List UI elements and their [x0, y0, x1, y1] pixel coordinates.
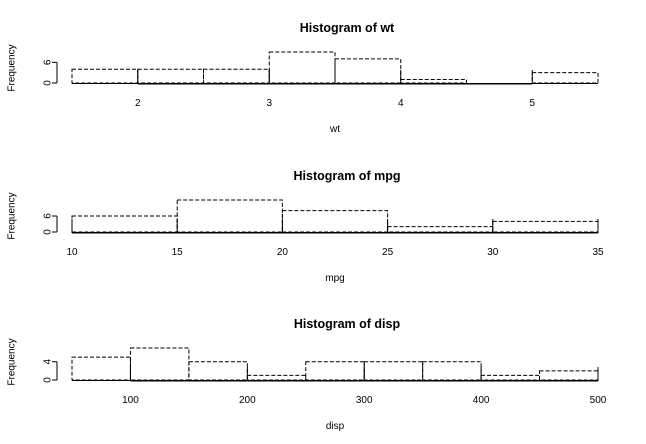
- x-tick-label: 35: [592, 247, 604, 258]
- histogram-bar: [539, 370, 599, 381]
- y-tick-label: 0: [43, 229, 54, 235]
- histogram-bar: [480, 374, 541, 381]
- y-tick-label: 0: [43, 377, 54, 383]
- histogram-bar: [281, 210, 389, 233]
- y-axis-label: Frequency: [7, 338, 18, 385]
- histogram-bar: [71, 356, 131, 381]
- y-tick-label: 4: [43, 358, 54, 364]
- x-tick-label: 10: [66, 247, 78, 258]
- histogram-bar: [387, 226, 494, 233]
- x-tick-label: 500: [590, 395, 607, 406]
- x-tick-label: 5: [529, 98, 535, 109]
- histogram-bar: [305, 361, 365, 381]
- histogram-panel-2: Histogram of mpg 10 15 20 25 30 35 0 6 mpg Frequen…: [7, 169, 604, 284]
- histogram-bar: [492, 220, 599, 233]
- histogram-bar: [71, 215, 178, 233]
- y-axis-label: Frequency: [7, 44, 18, 91]
- x-axis-label: mpg: [325, 273, 344, 284]
- x-tick-label: 200: [239, 395, 256, 406]
- x-tick-label: 30: [487, 247, 499, 258]
- chart-title: Histogram of wt: [300, 21, 395, 35]
- x-axis-label: wt: [329, 124, 340, 135]
- histogram-bar: [531, 72, 599, 84]
- x-tick-label: 3: [266, 98, 272, 109]
- x-tick-label: 400: [473, 395, 490, 406]
- y-tick-label: 6: [43, 59, 54, 65]
- histogram-bar: [400, 79, 467, 84]
- histogram-bar: [363, 361, 424, 381]
- histogram-panel-1: Histogram of wt 2 3 4 5 0 6 wt Frequency: [7, 21, 599, 135]
- histogram-bar: [137, 68, 204, 84]
- y-tick-label: 6: [43, 213, 54, 219]
- chart-title: Histogram of disp: [294, 317, 401, 331]
- histogram-panel-3: Histogram of disp 100 200 300 400 500 0 4 disp Fr…: [7, 317, 607, 432]
- x-tick-label: 4: [398, 98, 404, 109]
- x-tick-label: 25: [382, 247, 394, 258]
- histogram-bar: [203, 68, 270, 84]
- chart-title: Histogram of mpg: [294, 169, 401, 183]
- histogram-bar: [334, 58, 402, 84]
- histogram-bar: [71, 68, 139, 84]
- histogram-bar: [246, 374, 307, 381]
- x-tick-label: 2: [135, 98, 141, 109]
- x-tick-label: 15: [172, 247, 184, 258]
- y-axis-label: Frequency: [7, 192, 18, 239]
- x-tick-label: 20: [277, 247, 289, 258]
- x-tick-label: 300: [356, 395, 373, 406]
- histogram-bar: [188, 361, 248, 381]
- x-tick-label: 100: [122, 395, 139, 406]
- histogram-bar: [129, 347, 190, 381]
- histogram-bar: [268, 51, 336, 84]
- y-tick-label: 0: [43, 80, 54, 86]
- x-axis-label: disp: [326, 421, 345, 432]
- histogram-bar: [176, 199, 283, 233]
- histogram-bar: [422, 361, 482, 381]
